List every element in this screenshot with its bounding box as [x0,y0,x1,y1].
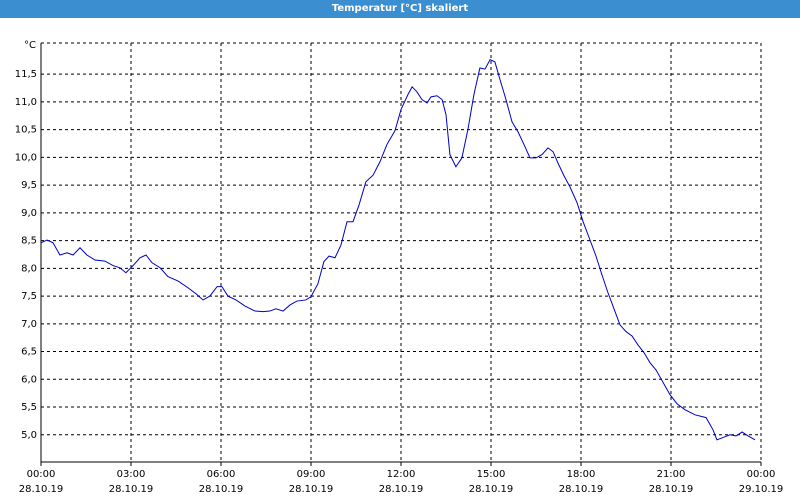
x-tick-date: 28.10.19 [289,484,334,495]
x-tick-label: 12:00 [387,469,416,480]
x-tick-date: 28.10.19 [109,484,154,495]
y-tick-label: 6,0 [21,374,37,385]
y-tick-label: 5,5 [21,402,37,413]
y-tick-label: 8,5 [21,236,37,247]
x-tick-date: 28.10.19 [559,484,604,495]
x-tick-label: 09:00 [297,469,326,480]
y-tick-label: 9,5 [21,180,37,191]
title-bar: Temperatur [°C] skaliert [0,0,800,18]
x-tick-label: 18:00 [567,469,596,480]
y-tick-label: 7,5 [21,291,37,302]
x-tick-date: 29.10.19 [739,484,784,495]
x-tick-date: 28.10.19 [379,484,424,495]
x-tick-date: 28.10.19 [199,484,244,495]
y-tick-label: 6,5 [21,347,37,358]
x-tick-label: 21:00 [657,469,686,480]
x-tick-label: 15:00 [477,469,506,480]
y-tick-label: 7,0 [21,319,37,330]
y-tick-label: 8,0 [21,263,37,274]
y-tick-label: 11,5 [15,69,37,80]
y-tick-label: 5,0 [21,430,37,441]
x-tick-date: 28.10.19 [649,484,694,495]
y-tick-label: 9,0 [21,208,37,219]
y-tick-label: 11,0 [15,97,37,108]
x-tick-label: 03:00 [117,469,146,480]
x-tick-label: 06:00 [207,469,236,480]
x-tick-label: 00:00 [27,469,56,480]
y-unit: °C [24,40,36,51]
y-tick-label: 10,5 [15,125,37,136]
x-tick-date: 28.10.19 [469,484,514,495]
y-tick-label: 10,0 [15,152,37,163]
data-line [40,58,756,441]
chart: °C 5,0 5,5 6,0 6,5 7,0 7,5 8,0 8,5 9,0 9,5 10,0 10,… [15,40,784,495]
x-tick-date: 28.10.19 [19,484,64,495]
x-tick-label: 00:00 [747,469,776,480]
